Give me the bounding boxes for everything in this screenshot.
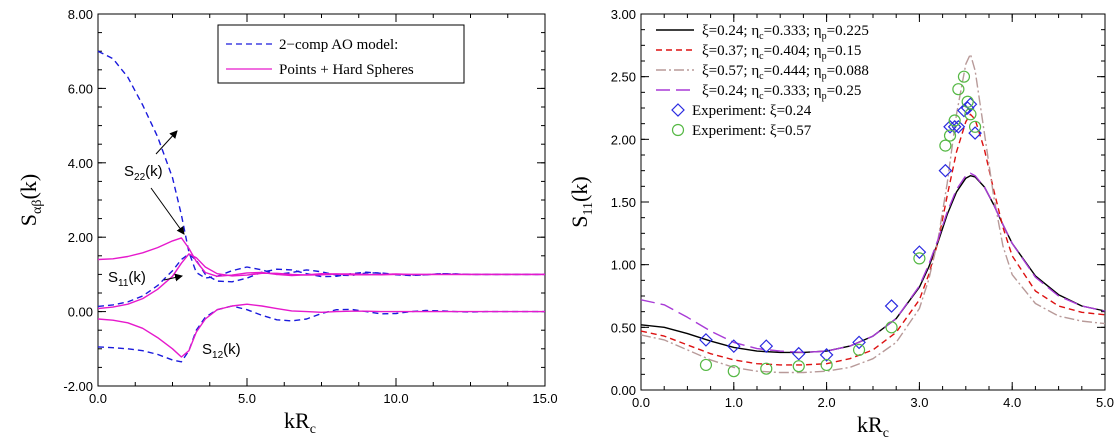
data-point-circle [968,120,982,133]
x-tick-label: 1.0 [725,395,743,410]
y-tick-label: 2.50 [611,70,636,85]
annotation-s22: S22(k) [124,130,185,235]
y-tick-label: 0.00 [68,305,93,320]
data-point-circle [760,362,773,375]
series-lines [97,50,545,363]
series-line-longdash [640,172,1106,354]
series-line-S22-solid [97,237,545,277]
data-point-circle [852,343,866,356]
legend-label: ξ=0.24; ηc=0.333; ηp=0.25 [702,83,861,102]
legend-marker-circle [671,123,685,137]
legend-label: ξ=0.37; ηc=0.404; ηp=0.15 [702,43,861,62]
y-tick-label: 2.00 [68,230,93,245]
annotation-s12: S12(k) [202,341,241,361]
x-tick-label: 0.0 [89,391,107,406]
legend-label: Experiment: ξ=0.57 [692,123,812,139]
data-point-circle [792,360,805,373]
data-point-circle [885,321,898,334]
data-point-diamond [699,333,713,347]
x-axis-label: kRc [284,408,316,437]
data-point-circle [952,83,965,96]
data-point-diamond [951,119,966,134]
y-tick-label: 6.00 [68,81,93,96]
axis-ticks: 0.0 1.0 2.0 3.0 4.0 5.0 0.00 0.50 1.00 1.50 2.00 2.… [611,7,1114,410]
legend-label-points-hard-spheres: Points + Hard Spheres [279,62,414,78]
data-point-diamond [759,339,774,353]
data-point-diamond [963,97,978,112]
x-tick-label: 3.0 [910,395,928,410]
data-point-diamond [912,245,927,259]
series-line-S12-solid [97,303,545,358]
data-point-circle [699,358,713,372]
y-tick-label: 4.00 [68,156,93,171]
data-point-circle [948,114,961,127]
svg-text:S11(k): S11(k) [108,269,146,289]
data-point-circle [939,139,952,152]
data-point-diamond [852,335,866,350]
x-tick-label: 5.0 [1096,395,1114,410]
legend-label: ξ=0.57; ηc=0.444; ηp=0.088 [702,63,869,82]
data-point-diamond [791,346,806,361]
series-line-solid [640,174,1106,354]
data-point-circle [820,358,833,372]
y-axis-label: S11(k) [567,176,596,227]
data-point-diamond [884,299,899,313]
legend-marker-diamond [671,103,685,117]
structure-factor-chart: 0.0 5.0 10.0 15.0-2.000.002.004.006.008.00 … [16,7,558,437]
data-point-diamond [938,163,953,178]
s11-comparison-chart: 0.0 1.0 2.0 3.0 4.0 5.0 0.00 0.50 1.00 1.50 2.00 2.… [567,7,1114,441]
data-point-circle [961,95,974,108]
series-line-dashdot [640,53,1106,374]
legend-label-ao-model: 2−comp AO model: [279,37,398,53]
series-line-dashed [640,113,1106,366]
x-tick-label: 10.0 [383,391,408,406]
x-tick-label: 15.0 [532,391,557,406]
legend: 2−comp AO model: Points + Hard Spheres [217,24,465,84]
legend-label: Experiment: ξ=0.24 [692,103,812,119]
data-point-diamond [726,339,741,353]
y-tick-label: 0.00 [611,383,636,398]
axis-ticks: 0.0 5.0 10.0 15.0 -2.00 0.00 2.00 4.00 6.00 8.00 [63,7,557,406]
y-tick-label: 1.00 [611,258,636,273]
data-point-diamond [819,348,834,362]
x-tick-label: 4.0 [1003,395,1021,410]
legend-label: ξ=0.24; ηc=0.333; ηp=0.225 [702,23,869,42]
y-tick-label: 8.00 [68,7,93,22]
y-tick-label: 3.00 [611,7,636,22]
x-axis-label: kRc [857,412,889,441]
y-axis-label: Sαβ(k) [16,174,45,226]
y-tick-label: 0.50 [611,320,636,335]
x-tick-label: 0.0 [632,395,650,410]
x-tick-label: 2.0 [818,395,836,410]
series-line-S12-dashed [97,305,545,363]
annotation-s11: S11(k) [108,269,183,289]
data-point-circle [964,108,977,121]
y-tick-label: 1.50 [611,195,636,210]
x-tick-label: 5.0 [238,391,256,406]
data-point-circle [943,129,957,142]
series-line-S11-solid [97,253,545,310]
svg-text:S12(k): S12(k) [202,341,241,361]
data-point-circle [957,70,971,83]
data-point-circle [727,365,740,378]
legend-box [217,24,465,84]
series-lines [640,53,1106,378]
svg-text:S22(k): S22(k) [124,163,163,183]
y-tick-label: 2.00 [611,132,636,147]
data-point-circle [913,252,926,265]
y-tick-label: -2.00 [63,379,93,394]
